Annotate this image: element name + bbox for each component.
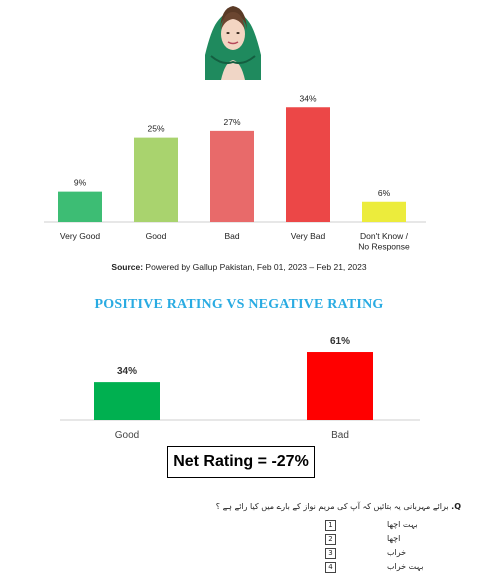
data-label: 9% [74, 178, 87, 188]
net-rating-box: Net Rating = -27% [167, 446, 315, 478]
data-label: 34% [117, 366, 137, 377]
portrait-photo [203, 0, 263, 80]
x-tick-label: Don't Know / No Response [358, 231, 410, 252]
option-label: اچھا [387, 534, 401, 543]
bar [286, 107, 330, 222]
source-text: Powered by Gallup Pakistan, Feb 01, 2023… [143, 262, 367, 272]
x-tick-label: Good [146, 231, 167, 241]
bar [94, 382, 160, 420]
bar [58, 191, 102, 222]
question-text: برائے مہربانی یہ بتائیں کہ آپ کی مریم نو… [215, 502, 449, 511]
x-tick-label: Good [115, 430, 139, 441]
data-label: 6% [378, 188, 391, 198]
x-tick-label: Very Good [60, 231, 100, 241]
option-number: 1 [325, 520, 336, 531]
data-label: 34% [299, 93, 316, 103]
rating-distribution-chart: 9% Very Good 25% Good 27% Bad 34% Very Bad 6% Don… [44, 93, 426, 252]
option-number: 4 [325, 562, 336, 573]
data-label: 27% [223, 117, 240, 127]
source-prefix: Source: [111, 262, 144, 272]
x-tick-label: Bad [331, 430, 349, 441]
option-number: 3 [325, 548, 336, 559]
data-label: 25% [147, 124, 164, 134]
x-tick-label: Bad [224, 231, 239, 241]
bar [210, 130, 254, 222]
source-note: Source: Powered by Gallup Pakistan, Feb … [0, 262, 478, 272]
option-number: 2 [325, 534, 336, 545]
bar [307, 352, 373, 420]
data-label: 61% [330, 336, 350, 347]
option-label: بہت خراب [387, 562, 424, 571]
chart-title: POSITIVE RATING VS NEGATIVE RATING [94, 297, 384, 312]
question-prefix: Q. [451, 502, 461, 511]
option-label: خراب [387, 548, 407, 557]
bar [362, 201, 406, 222]
positive-negative-chart: 34% Good 61% Bad [60, 336, 420, 441]
option-label: بہت اچھا [387, 520, 418, 529]
survey-question: Q. برائے مہربانی یہ بتائیں کہ آپ کی مریم… [216, 502, 461, 511]
bar [134, 137, 178, 222]
x-tick-label: Very Bad [291, 231, 326, 241]
